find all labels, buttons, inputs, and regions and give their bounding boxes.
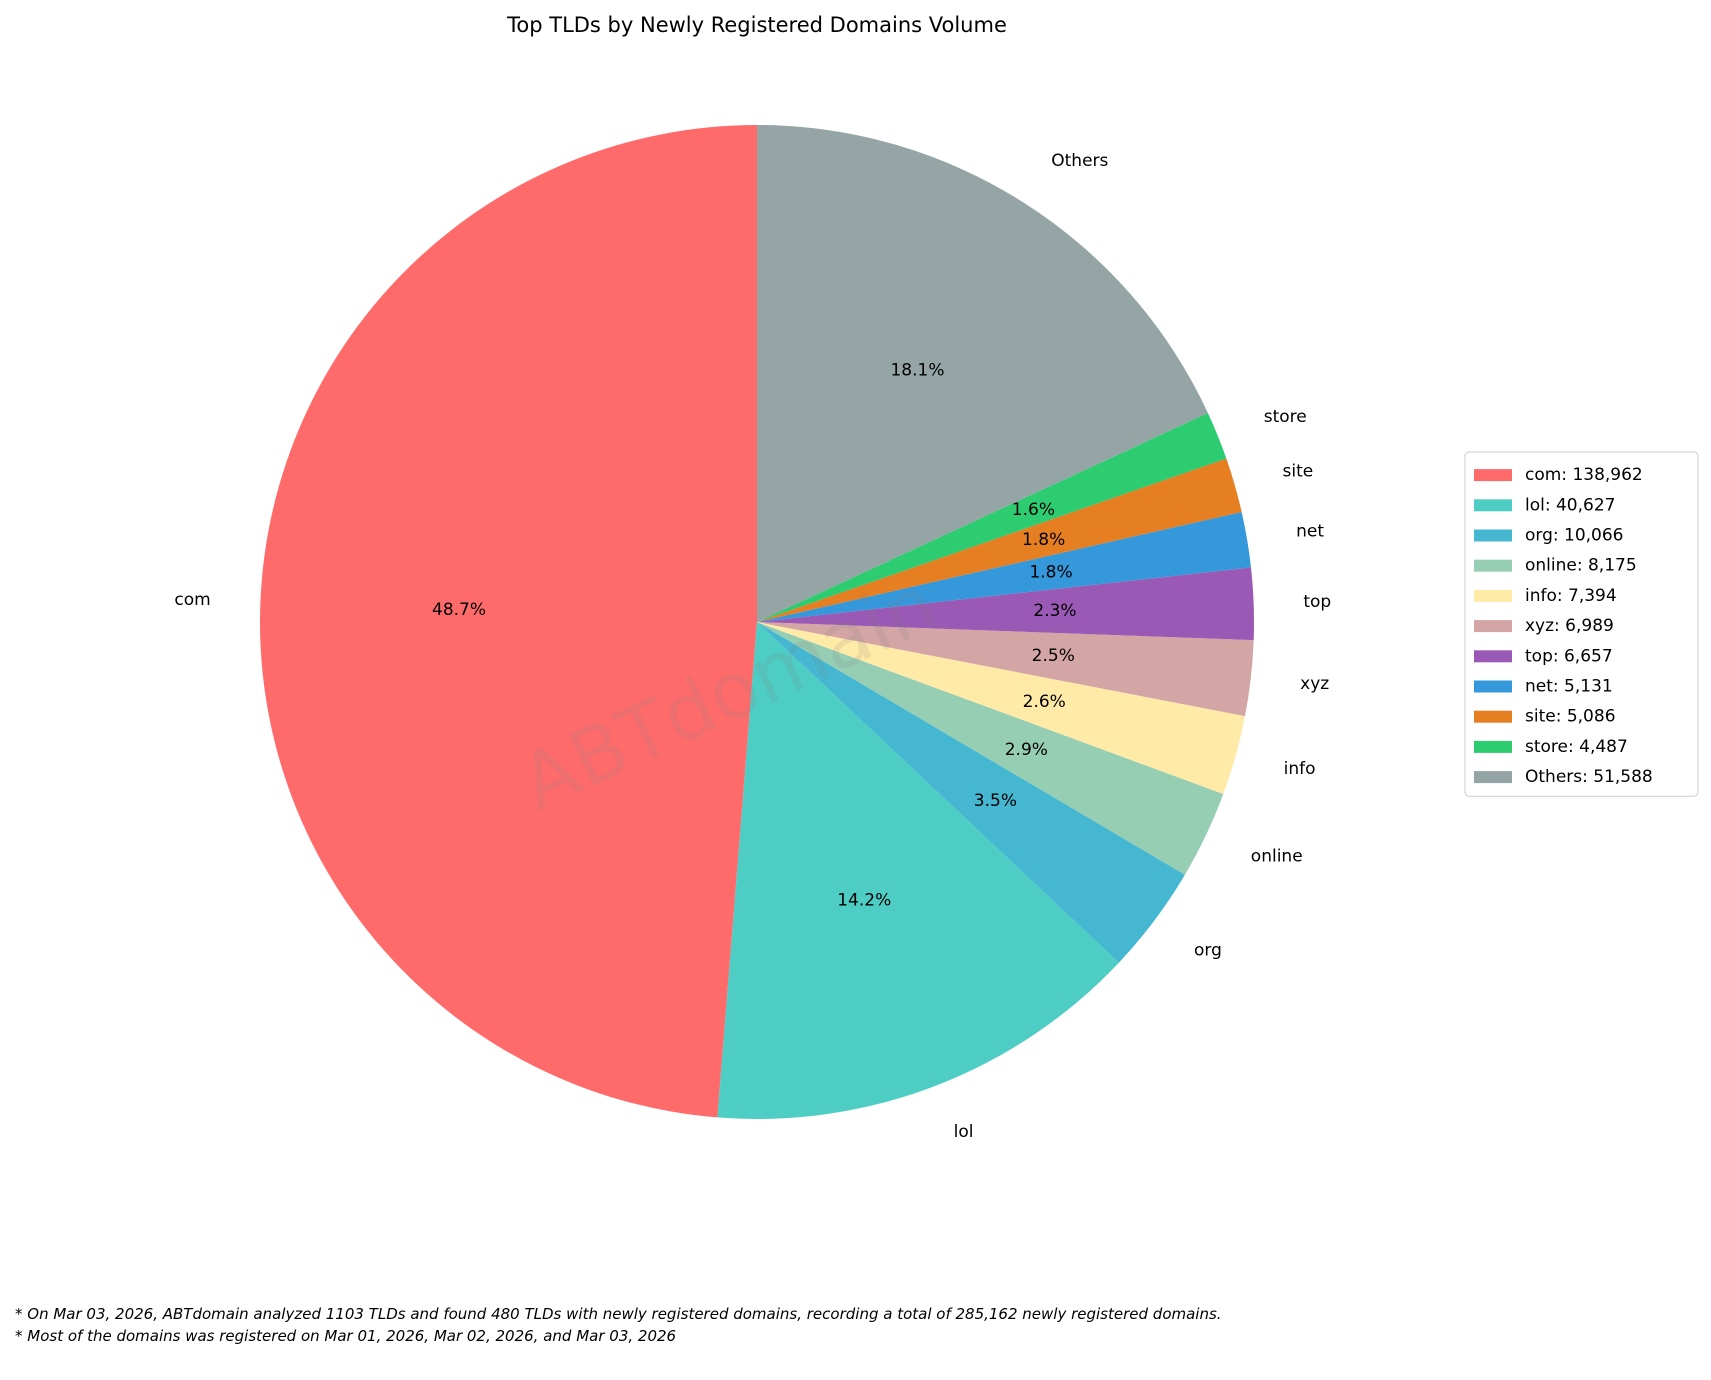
pie-slice bbox=[757, 125, 1208, 622]
slice-label: top bbox=[1303, 592, 1331, 612]
chart-title: Top TLDs by Newly Registered Domains Vol… bbox=[506, 13, 1007, 37]
slice-label: online bbox=[1251, 847, 1303, 867]
pct-label: 48.7% bbox=[432, 600, 486, 620]
slice-label: net bbox=[1296, 521, 1324, 541]
pct-label: 1.8% bbox=[1022, 530, 1065, 550]
pct-label: 14.2% bbox=[837, 890, 891, 910]
legend-swatch bbox=[1474, 680, 1512, 693]
legend-label: lol: 40,627 bbox=[1525, 495, 1615, 515]
slice-label: com bbox=[174, 590, 210, 610]
pie-slice bbox=[757, 511, 1251, 622]
pie-slice bbox=[717, 622, 1119, 1119]
pct-label: 3.5% bbox=[974, 791, 1017, 811]
legend-swatch bbox=[1474, 469, 1512, 482]
pct-label: 2.9% bbox=[1005, 740, 1048, 760]
legend-label: site: 5,086 bbox=[1525, 707, 1616, 727]
legend-swatch bbox=[1474, 650, 1512, 663]
legend-label: store: 4,487 bbox=[1525, 737, 1628, 757]
legend-swatch bbox=[1474, 529, 1512, 542]
pie-slice bbox=[757, 622, 1254, 717]
legend-label: top: 6,657 bbox=[1525, 646, 1613, 666]
legend-label: online: 8,175 bbox=[1525, 556, 1637, 576]
legend-swatch bbox=[1474, 589, 1512, 602]
pct-label: 1.8% bbox=[1029, 563, 1072, 583]
pie-slice bbox=[260, 125, 757, 1118]
slice-label: Others bbox=[1051, 151, 1108, 171]
legend-label: info: 7,394 bbox=[1525, 586, 1617, 606]
pie-slice bbox=[757, 622, 1185, 963]
legend-box bbox=[1464, 451, 1699, 797]
pie-slice bbox=[757, 567, 1254, 641]
pie-slice bbox=[757, 622, 1224, 875]
legend-swatch bbox=[1474, 771, 1512, 784]
pct-label: 1.6% bbox=[1012, 500, 1055, 520]
pie-slice bbox=[757, 458, 1242, 622]
slice-label: info bbox=[1284, 759, 1316, 779]
pct-label: 2.6% bbox=[1023, 692, 1066, 712]
legend-label: Others: 51,588 bbox=[1525, 767, 1653, 787]
slice-label: site bbox=[1283, 461, 1314, 481]
pct-label: 2.3% bbox=[1033, 601, 1076, 621]
pct-label: 2.5% bbox=[1032, 646, 1075, 666]
slice-label: org bbox=[1194, 940, 1222, 960]
legend-label: net: 5,131 bbox=[1525, 677, 1613, 697]
footnote: * Most of the domains was registered on … bbox=[15, 1327, 676, 1345]
legend-swatch bbox=[1474, 740, 1512, 753]
legend-swatch bbox=[1474, 620, 1512, 633]
pct-label: 18.1% bbox=[890, 361, 944, 381]
pie-slice bbox=[757, 412, 1227, 622]
slice-label: lol bbox=[954, 1122, 974, 1142]
legend-swatch bbox=[1474, 499, 1512, 512]
legend-label: xyz: 6,989 bbox=[1525, 616, 1614, 636]
legend-label: org: 10,066 bbox=[1525, 526, 1624, 546]
pie-slice bbox=[757, 622, 1246, 795]
legend-swatch bbox=[1474, 559, 1512, 572]
slice-label: store bbox=[1264, 407, 1307, 427]
footnote: * On Mar 03, 2026, ABTdomain analyzed 11… bbox=[15, 1305, 1222, 1323]
slice-label: xyz bbox=[1300, 674, 1329, 694]
legend-swatch bbox=[1474, 710, 1512, 723]
legend-label: com: 138,962 bbox=[1525, 465, 1643, 485]
